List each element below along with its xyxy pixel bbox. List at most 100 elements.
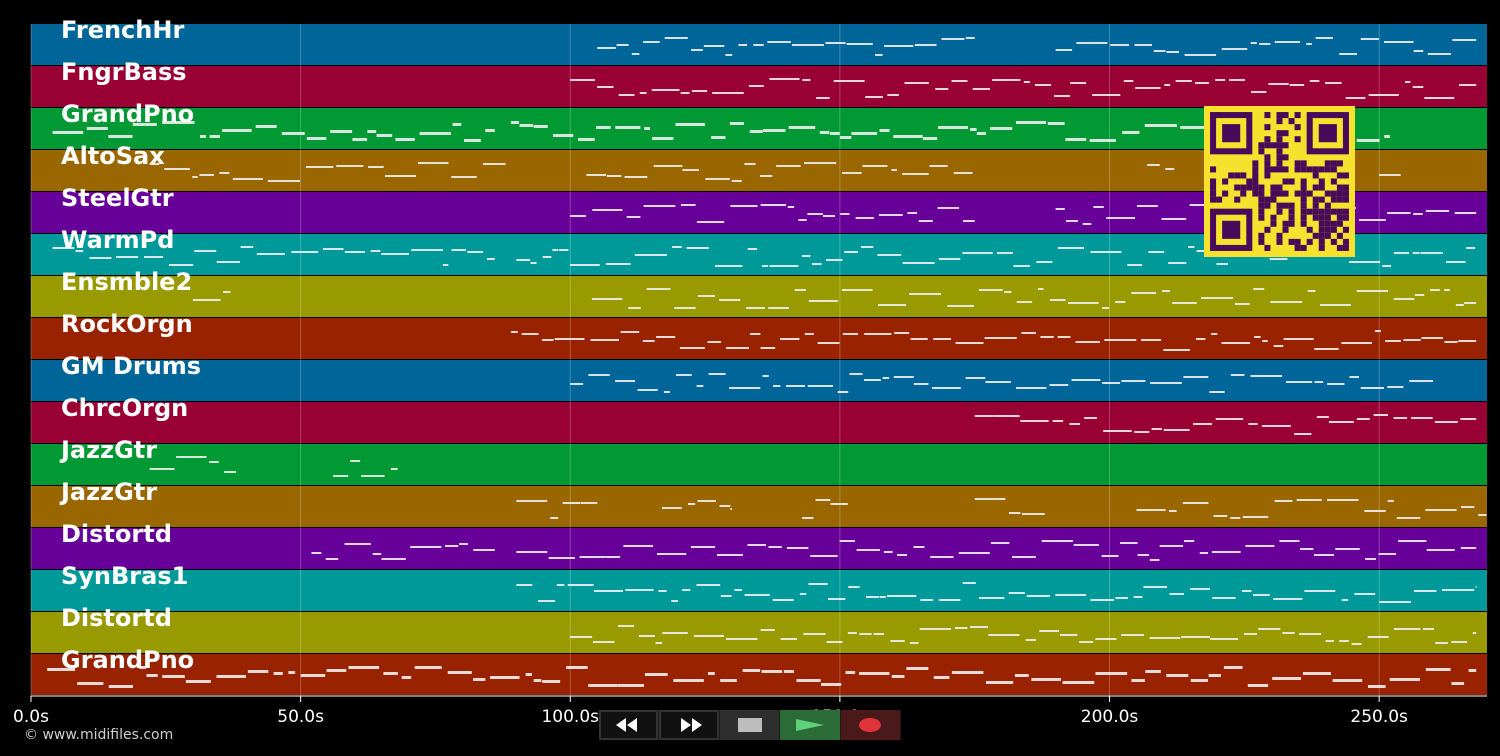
qr-module — [1324, 208, 1331, 215]
qr-module — [1264, 244, 1271, 251]
track-labels: FrenchHr FngrBass GrandPno AltoSax SteelGtr W… — [59, 16, 201, 674]
note — [1076, 42, 1108, 44]
note — [570, 264, 600, 266]
note — [1127, 264, 1143, 266]
note — [1420, 252, 1443, 254]
note — [336, 165, 364, 167]
note — [1229, 79, 1245, 81]
note — [932, 387, 961, 389]
note — [1274, 41, 1301, 43]
note — [696, 221, 725, 223]
note — [1354, 593, 1376, 595]
note — [1089, 139, 1116, 142]
note — [855, 217, 875, 219]
note — [1299, 633, 1322, 635]
note — [108, 135, 133, 138]
note — [1403, 339, 1421, 341]
fast-forward-button[interactable] — [659, 710, 719, 740]
note — [1013, 265, 1030, 267]
note — [606, 175, 622, 177]
rewind-button[interactable] — [599, 710, 659, 740]
note — [1193, 423, 1212, 425]
play-button[interactable] — [780, 710, 840, 740]
note — [1413, 213, 1423, 215]
note — [748, 85, 764, 87]
note — [1387, 212, 1411, 214]
note — [783, 670, 794, 673]
track-lane — [31, 276, 1487, 317]
note — [730, 508, 733, 510]
note — [979, 597, 1005, 599]
note — [1144, 124, 1177, 127]
note — [1038, 288, 1044, 290]
note — [920, 599, 934, 601]
note — [1307, 290, 1316, 292]
note — [605, 556, 621, 558]
note — [1121, 634, 1145, 636]
note — [1367, 636, 1389, 638]
note — [673, 679, 704, 682]
note — [829, 132, 840, 135]
note — [288, 671, 296, 674]
note — [719, 505, 731, 507]
note — [761, 265, 769, 267]
track-lane — [31, 612, 1487, 653]
note — [1382, 265, 1392, 267]
note — [1221, 48, 1248, 50]
note — [570, 383, 584, 385]
qr-module — [1294, 244, 1301, 251]
note — [992, 79, 1021, 81]
note — [904, 82, 929, 84]
qr-module — [1336, 196, 1343, 203]
record-button[interactable] — [840, 710, 901, 740]
qr-module — [1330, 178, 1337, 185]
qr-module — [1330, 160, 1337, 167]
note — [1169, 510, 1177, 512]
note — [1368, 94, 1399, 96]
note — [970, 128, 977, 131]
note — [856, 549, 880, 551]
note — [1150, 382, 1182, 384]
note — [738, 44, 748, 46]
note — [688, 503, 696, 505]
note — [247, 670, 269, 673]
note — [1283, 338, 1314, 340]
qr-module — [1306, 190, 1313, 197]
note — [1210, 638, 1239, 640]
stop-button[interactable] — [719, 710, 780, 740]
note — [1356, 139, 1380, 142]
note — [1393, 298, 1415, 300]
track-label: Ensmble2 — [61, 268, 192, 296]
note — [322, 248, 344, 250]
note — [1021, 332, 1036, 334]
note — [1468, 669, 1477, 672]
note — [1016, 121, 1047, 124]
note — [1149, 559, 1160, 561]
note — [819, 131, 830, 134]
note — [842, 333, 858, 335]
note — [1057, 247, 1085, 249]
note — [1159, 545, 1184, 547]
note — [744, 163, 756, 165]
note — [570, 636, 593, 638]
note — [720, 595, 732, 597]
track-label: JazzGtr — [59, 478, 157, 506]
note — [548, 557, 575, 559]
track-label: RockOrgn — [61, 310, 193, 338]
note — [168, 264, 194, 266]
note — [767, 41, 791, 43]
qr-module — [1306, 166, 1313, 173]
note — [859, 672, 890, 675]
note — [1166, 674, 1189, 677]
note — [1245, 545, 1275, 547]
note — [788, 126, 816, 129]
note — [1458, 340, 1477, 342]
note — [1383, 41, 1414, 43]
note — [1459, 84, 1477, 86]
note — [772, 385, 781, 387]
note — [485, 129, 495, 132]
note — [581, 502, 598, 504]
note — [1254, 336, 1261, 338]
note — [731, 180, 742, 182]
rewind-icon — [615, 718, 637, 732]
